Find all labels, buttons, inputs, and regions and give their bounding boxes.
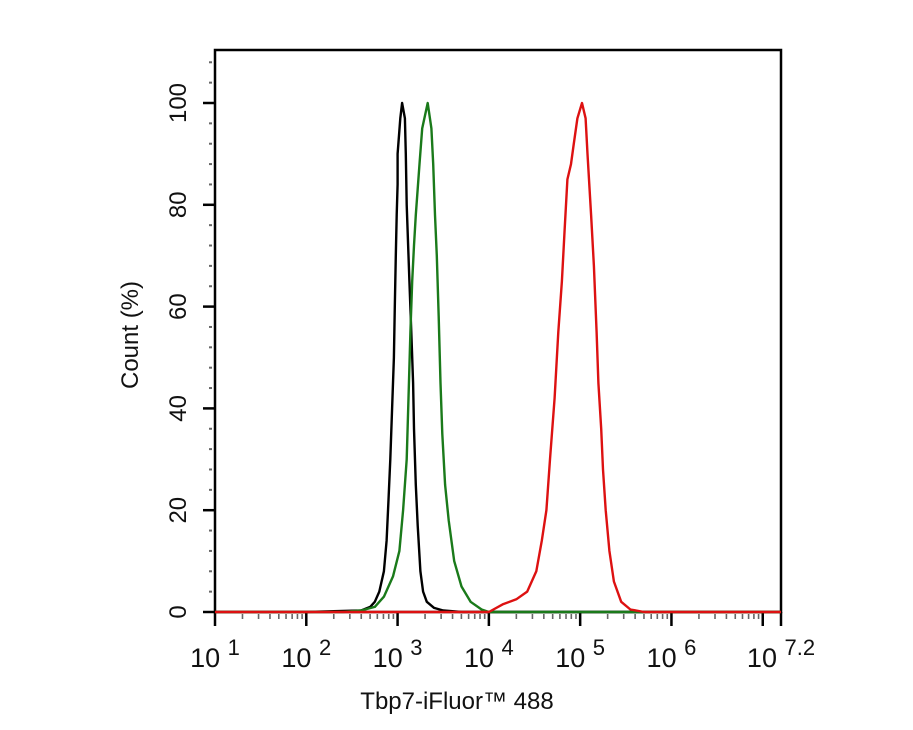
y-axis-label: Count (%) [117,281,144,389]
y-tick-label: 40 [165,395,192,422]
y-tick-label: 0 [165,605,192,618]
x-tick-label: 10 6 [647,635,697,673]
plot-frame [213,48,783,614]
y-tick-label: 60 [165,293,192,320]
histogram-curve-2 [215,101,781,614]
histogram-curve-1 [215,101,781,614]
x-tick-label: 10 7.2 [747,635,815,673]
histogram-curve-0 [215,101,781,614]
x-tick-label: 10 2 [281,635,331,673]
y-tick-label: 20 [165,497,192,524]
y-tick-label: 100 [165,83,192,123]
x-axis-ticks: 10 1 10 2 10 3 10 4 10 5 10 6 10 7.2 [190,612,815,673]
x-tick-label: 10 1 [190,635,240,673]
y-tick-label: 80 [165,191,192,218]
x-tick-label: 10 5 [555,635,605,673]
x-tick-label: 10 4 [464,635,514,673]
x-axis-label: Tbp7-iFluor™ 488 [360,688,553,715]
x-tick-label: 10 3 [373,635,423,673]
y-axis-ticks: 0 20 40 60 80 100 [165,61,215,619]
histogram-series [215,101,781,614]
